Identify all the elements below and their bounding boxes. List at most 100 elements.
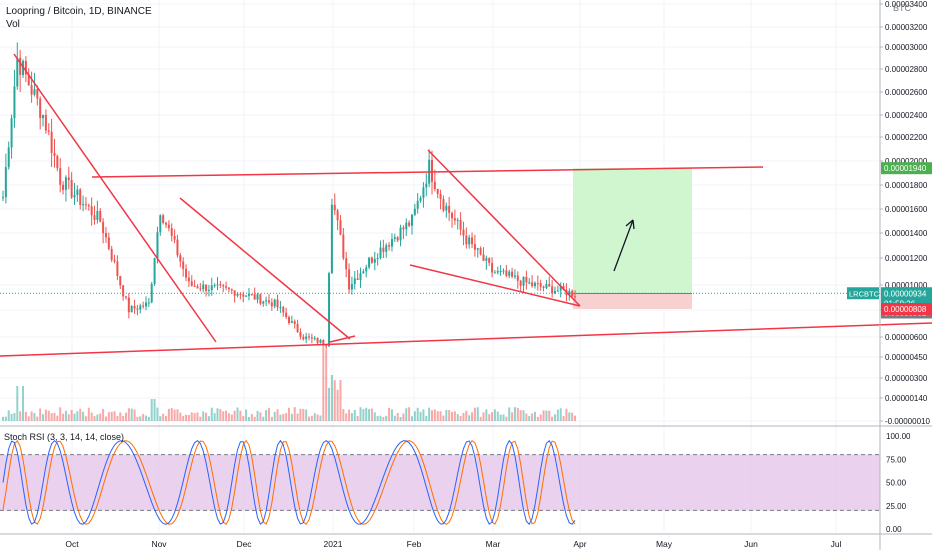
volume-bar: [388, 407, 391, 421]
volume-bar: [370, 408, 373, 421]
candle-body: [239, 293, 242, 295]
volume-bar: [356, 416, 359, 421]
volume-bar: [462, 412, 465, 421]
time-tick-label: Apr: [573, 539, 586, 549]
candle-body: [176, 239, 179, 256]
volume-bar: [545, 410, 548, 421]
position-zones[interactable]: [0, 168, 880, 309]
candle-body: [305, 336, 308, 340]
price-tick-label: 0.00001200: [885, 254, 928, 263]
candle-body: [456, 219, 459, 221]
volume-bar: [245, 409, 248, 421]
candle-body: [62, 184, 65, 190]
volume-bar: [202, 411, 205, 421]
volume-bar: [359, 407, 362, 421]
candle-body: [350, 284, 353, 290]
volume-bar: [353, 409, 356, 421]
candle-body: [325, 344, 328, 347]
price-tick-label: 0.00001800: [885, 181, 928, 190]
volume-bar: [19, 411, 22, 421]
candle-body: [451, 212, 454, 219]
stoch-rsi-pane[interactable]: [0, 439, 880, 526]
candle-body: [296, 323, 299, 332]
time-tick-label: May: [656, 539, 673, 549]
candle-body: [302, 336, 305, 340]
price-tick-label: 0.00003200: [885, 23, 928, 32]
volume-bar: [428, 407, 431, 421]
candle-body: [242, 294, 245, 297]
stoch-tick-label: 0.00: [886, 525, 902, 534]
candle-body: [236, 293, 239, 296]
candle-body: [216, 284, 219, 286]
candle-body: [459, 219, 462, 230]
volume-bar: [442, 415, 445, 421]
volume-bar: [405, 408, 408, 421]
small-support-tick: [329, 335, 356, 343]
volume-bar: [67, 414, 70, 421]
time-tick-label: 2021: [324, 539, 343, 549]
volume-bar: [270, 416, 273, 421]
candle-body: [162, 215, 165, 223]
volume-bar: [230, 414, 233, 421]
candle-body: [110, 248, 113, 260]
candles[interactable]: [2, 42, 576, 350]
candle-body: [262, 301, 265, 304]
candle-body: [293, 321, 296, 324]
candle-body: [187, 277, 190, 282]
candle-body: [385, 245, 388, 252]
candle-body: [227, 287, 230, 290]
volume-bar: [330, 374, 333, 421]
candle-body: [393, 237, 396, 240]
candle-body: [147, 302, 150, 304]
candle-body: [202, 284, 205, 290]
stoch-tick-label: 25.00: [886, 502, 907, 511]
candle-body: [333, 204, 336, 211]
volume-bar: [44, 409, 47, 421]
candle-body: [471, 237, 474, 245]
volume-bar: [216, 408, 219, 421]
volume-bar: [227, 413, 230, 421]
volume-bar: [319, 415, 322, 421]
volume-bar: [79, 408, 82, 421]
price-tick-label: 0.00001000: [885, 281, 928, 290]
candle-body: [245, 295, 248, 297]
candle-body: [491, 263, 494, 273]
candle-body: [505, 270, 508, 276]
price-tick-label: 0.00001400: [885, 229, 928, 238]
volume-bar: [288, 407, 290, 421]
volume-bar: [562, 415, 565, 421]
price-tag: [881, 287, 932, 300]
candle-body: [316, 338, 319, 343]
candle-body: [107, 237, 110, 249]
candle-body: [276, 299, 279, 308]
volume-bar: [242, 416, 245, 421]
volume-bar: [150, 399, 153, 421]
volume-bar: [185, 414, 188, 421]
volume-bar: [119, 412, 122, 421]
volume-bar: [571, 412, 574, 421]
volume-bar: [471, 412, 474, 421]
price-tick-label: 0.00002800: [885, 65, 928, 74]
volume-bar: [308, 416, 311, 421]
volume-bar: [99, 413, 102, 421]
volume-bar: [107, 412, 110, 421]
volume-bar: [279, 414, 282, 421]
volume-bar: [207, 416, 210, 421]
volume-bar: [199, 416, 202, 421]
volume-bar: [159, 416, 162, 421]
candle-body: [165, 222, 168, 225]
volume-bar: [325, 349, 328, 421]
candle-body: [82, 204, 85, 206]
volume-bar: [182, 415, 185, 421]
downtrend-line-2: [179, 197, 351, 340]
candle-body: [139, 305, 142, 310]
candle-body: [76, 189, 79, 195]
candle-body: [259, 294, 262, 304]
volume-bar: [348, 409, 351, 421]
candle-body: [156, 232, 159, 259]
candle-body: [145, 302, 147, 307]
volume-bar: [399, 416, 402, 421]
candle-body: [299, 331, 302, 337]
trend-drawings[interactable]: [0, 53, 932, 357]
